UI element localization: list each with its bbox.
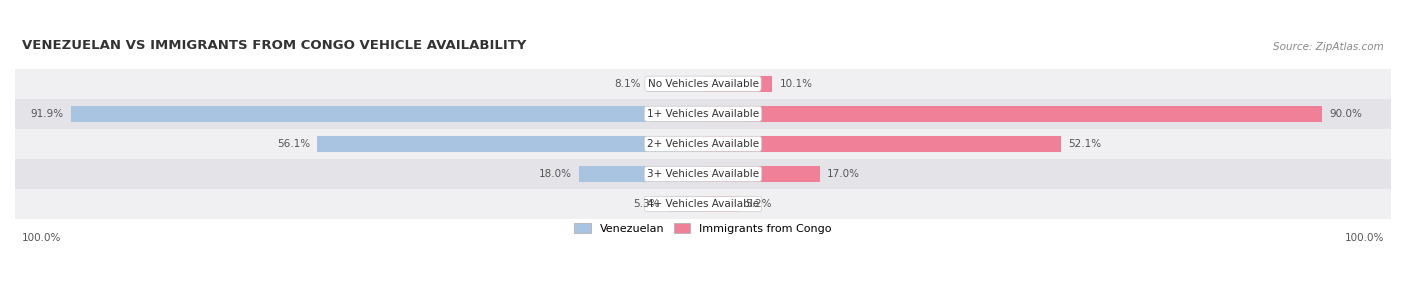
Text: 17.0%: 17.0% [827, 169, 860, 179]
Text: 3+ Vehicles Available: 3+ Vehicles Available [647, 169, 759, 179]
Text: 56.1%: 56.1% [277, 139, 311, 149]
Text: 8.1%: 8.1% [614, 79, 640, 89]
Bar [703, 196, 738, 212]
Text: 52.1%: 52.1% [1069, 139, 1101, 149]
Text: No Vehicles Available: No Vehicles Available [648, 79, 758, 89]
Text: 4+ Vehicles Available: 4+ Vehicles Available [647, 199, 759, 209]
Text: 18.0%: 18.0% [540, 169, 572, 179]
Text: 100.0%: 100.0% [22, 233, 62, 243]
Bar [15, 189, 1391, 219]
Text: VENEZUELAN VS IMMIGRANTS FROM CONGO VEHICLE AVAILABILITY: VENEZUELAN VS IMMIGRANTS FROM CONGO VEHI… [22, 39, 526, 52]
Bar [647, 76, 703, 92]
Text: 91.9%: 91.9% [31, 109, 63, 119]
Text: 1+ Vehicles Available: 1+ Vehicles Available [647, 109, 759, 119]
Bar [666, 196, 703, 212]
Bar [703, 166, 820, 182]
Bar [15, 69, 1391, 99]
Bar [70, 106, 703, 122]
Legend: Venezuelan, Immigrants from Congo: Venezuelan, Immigrants from Congo [569, 218, 837, 238]
Bar [703, 136, 1062, 152]
Text: 10.1%: 10.1% [779, 79, 813, 89]
Bar [15, 159, 1391, 189]
Text: Source: ZipAtlas.com: Source: ZipAtlas.com [1274, 42, 1384, 52]
Text: 100.0%: 100.0% [1344, 233, 1384, 243]
Text: 5.3%: 5.3% [633, 199, 659, 209]
Bar [703, 76, 772, 92]
Text: 2+ Vehicles Available: 2+ Vehicles Available [647, 139, 759, 149]
Bar [703, 106, 1322, 122]
Bar [579, 166, 703, 182]
Bar [15, 99, 1391, 129]
Bar [316, 136, 703, 152]
Text: 90.0%: 90.0% [1329, 109, 1362, 119]
Text: 5.2%: 5.2% [745, 199, 772, 209]
Bar [15, 129, 1391, 159]
